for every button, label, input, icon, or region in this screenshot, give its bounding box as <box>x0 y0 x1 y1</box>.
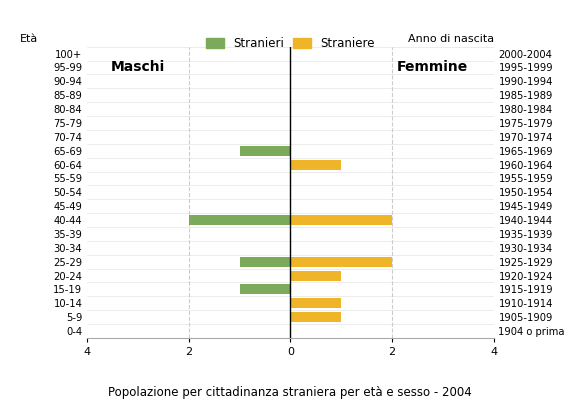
Text: Anno di nascita: Anno di nascita <box>408 34 494 44</box>
Text: Femmine: Femmine <box>397 60 468 74</box>
Bar <box>291 312 341 322</box>
Bar <box>291 160 341 170</box>
Bar <box>240 257 291 267</box>
Bar <box>291 215 392 225</box>
Text: Età: Età <box>20 34 38 44</box>
Bar <box>291 298 341 308</box>
Legend: Stranieri, Straniere: Stranieri, Straniere <box>201 32 380 55</box>
Bar <box>189 215 291 225</box>
Text: Popolazione per cittadinanza straniera per età e sesso - 2004: Popolazione per cittadinanza straniera p… <box>108 386 472 399</box>
Bar <box>291 257 392 267</box>
Bar <box>240 284 291 294</box>
Bar <box>240 146 291 156</box>
Text: Maschi: Maschi <box>111 60 165 74</box>
Bar <box>291 270 341 280</box>
